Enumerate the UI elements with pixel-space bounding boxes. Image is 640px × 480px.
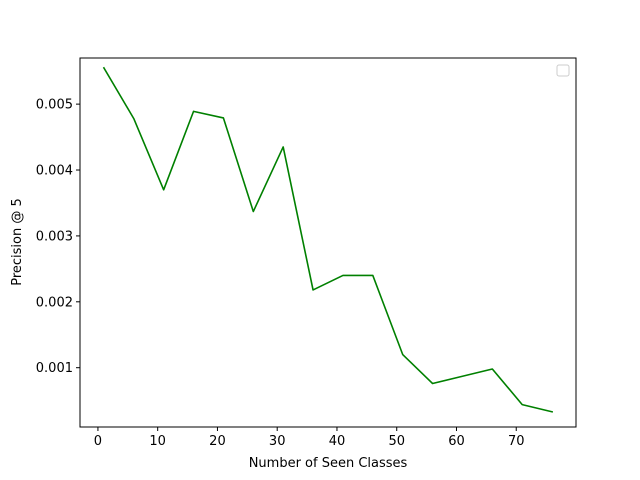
x-axis-ticks: 0 10 20 30 40 50 60 70 xyxy=(94,427,525,449)
data-point xyxy=(163,189,165,191)
data-point xyxy=(492,368,494,370)
x-axis-label: Number of Seen Classes xyxy=(249,456,408,471)
y-tick-label: 0.002 xyxy=(36,295,73,310)
y-tick-label: 0.005 xyxy=(36,98,73,113)
x-tick-label: 10 xyxy=(149,434,166,449)
x-tick-label: 70 xyxy=(508,434,525,449)
y-axis-label: Precision @ 5 xyxy=(10,198,25,286)
data-point xyxy=(521,404,523,406)
data-point xyxy=(462,375,464,377)
data-point xyxy=(193,111,195,113)
x-tick-label: 0 xyxy=(94,434,102,449)
plot-frame xyxy=(79,57,577,428)
data-point xyxy=(312,289,314,291)
data-point xyxy=(372,275,374,277)
x-tick-label: 40 xyxy=(329,434,346,449)
x-tick-label: 30 xyxy=(269,434,286,449)
y-tick-label: 0.003 xyxy=(36,229,73,244)
legend-box xyxy=(556,64,570,77)
plot-background xyxy=(80,58,576,427)
x-tick-label: 60 xyxy=(448,434,465,449)
data-point xyxy=(342,275,344,277)
data-point xyxy=(551,411,553,413)
series-layer xyxy=(102,66,554,413)
data-point xyxy=(282,146,284,148)
y-tick-label: 0.001 xyxy=(36,361,73,376)
data-point xyxy=(432,383,434,385)
x-tick-label: 50 xyxy=(388,434,405,449)
data-point xyxy=(103,67,105,69)
y-axis-ticks: 0.001 0.002 0.003 0.004 0.005 xyxy=(36,98,80,376)
data-point xyxy=(133,118,135,120)
data-point xyxy=(402,354,404,356)
x-tick-label: 20 xyxy=(209,434,226,449)
y-tick-label: 0.004 xyxy=(36,164,73,179)
series-line xyxy=(102,66,554,413)
data-point xyxy=(223,117,225,119)
data-point xyxy=(253,211,255,213)
